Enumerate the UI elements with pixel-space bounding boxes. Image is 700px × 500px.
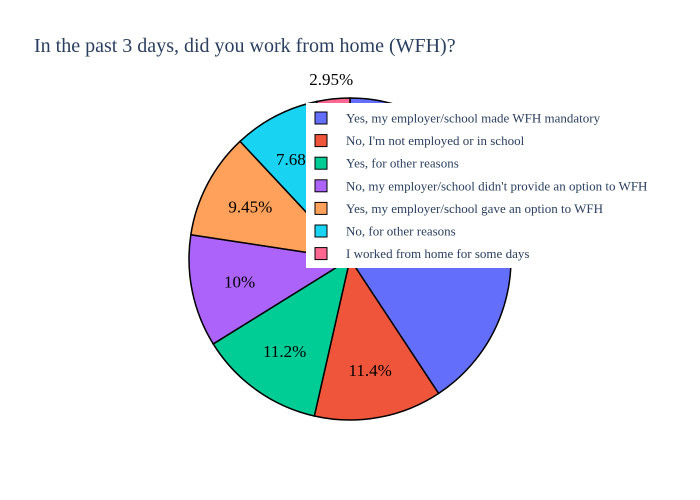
slice-label-no-i-m-not-employed-or-in-school: 11.4% (348, 361, 391, 380)
slice-label-no-my-employer-school-didn-t-provide-an-option-to-wfh: 10% (224, 273, 255, 292)
legend-label-yes-my-employer-school-gave-an-option-to-wfh[interactable]: Yes, my employer/school gave an option t… (346, 201, 603, 216)
legend-swatch-yes-my-employer-school-made-wfh-mandatory[interactable] (314, 111, 328, 125)
slice-labels: 11.4%11.2%10%9.45%7.68%2.95% (224, 70, 392, 380)
legend-label-no-for-other-reasons[interactable]: No, for other reasons (346, 224, 456, 239)
legend-swatch-no-my-employer-school-didn-t-provide-an-option-to-wfh[interactable] (314, 179, 328, 193)
legend-swatch-no-i-m-not-employed-or-in-school[interactable] (314, 134, 328, 148)
legend-label-i-worked-from-home-for-some-days[interactable]: I worked from home for some days (346, 246, 529, 261)
pie-slice-yes-for-other-reasons[interactable] (212, 257, 352, 417)
legend-label-no-i-m-not-employed-or-in-school[interactable]: No, I'm not employed or in school (346, 133, 525, 148)
legend-label-yes-my-employer-school-made-wfh-mandatory[interactable]: Yes, my employer/school made WFH mandato… (346, 111, 601, 126)
legend-label-no-my-employer-school-didn-t-provide-an-option-to-wfh[interactable]: No, my employer/school didn't provide an… (346, 178, 647, 193)
legend-swatch-no-for-other-reasons[interactable] (314, 224, 328, 238)
legend-swatch-i-worked-from-home-for-some-days[interactable] (314, 247, 328, 261)
legend-swatch-yes-for-other-reasons[interactable] (314, 156, 328, 170)
legend: Yes, my employer/school made WFH mandato… (306, 103, 700, 268)
slice-label-yes-my-employer-school-gave-an-option-to-wfh: 9.45% (228, 197, 272, 216)
chart-title: In the past 3 days, did you work from ho… (34, 35, 456, 57)
legend-swatch-yes-my-employer-school-gave-an-option-to-wfh[interactable] (314, 201, 328, 215)
pie-slice-no-i-m-not-employed-or-in-school[interactable] (313, 257, 440, 421)
legend-background (306, 103, 700, 268)
slice-label-i-worked-from-home-for-some-days: 2.95% (309, 70, 353, 89)
legend-label-yes-for-other-reasons[interactable]: Yes, for other reasons (346, 156, 459, 171)
legend-items: Yes, my employer/school made WFH mandato… (314, 111, 647, 261)
slice-label-yes-for-other-reasons: 11.2% (263, 342, 306, 361)
